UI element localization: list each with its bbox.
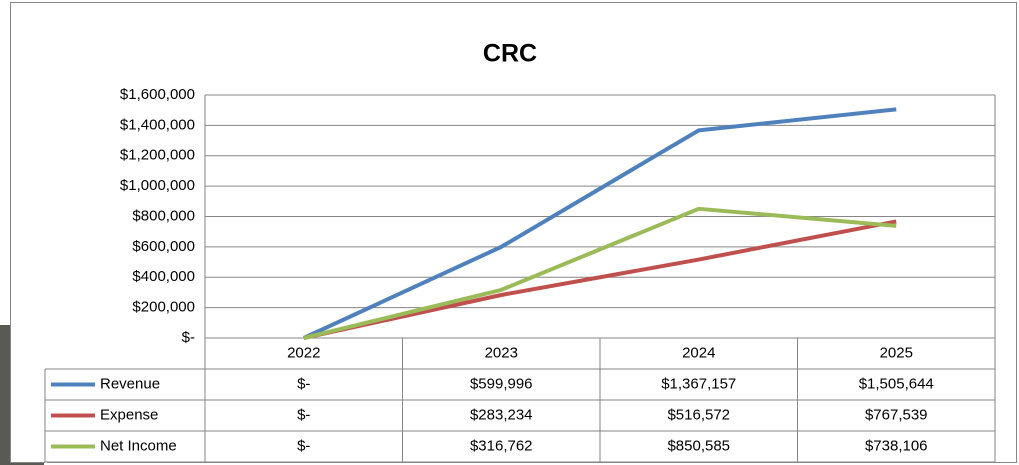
data-label: $738,106 xyxy=(865,437,928,454)
legend-label: Expense xyxy=(100,406,158,423)
x-tick-label: 2024 xyxy=(682,344,715,361)
chart: CRC $- $200,000 $400,000 $600,000 $800,000 $1… xyxy=(0,0,1019,465)
data-label: $283,234 xyxy=(470,406,533,423)
y-tick-label: $800,000 xyxy=(132,207,195,224)
data-label: $599,996 xyxy=(470,375,533,392)
data-label: $1,367,157 xyxy=(661,375,736,392)
data-label: $316,762 xyxy=(470,437,533,454)
data-label: $- xyxy=(297,375,310,392)
y-tick-label: $200,000 xyxy=(132,299,195,316)
y-tick-label: $1,600,000 xyxy=(120,86,195,103)
y-tick-label: $1,000,000 xyxy=(120,177,195,194)
data-label: $- xyxy=(297,406,310,423)
data-label: $1,505,644 xyxy=(859,375,934,392)
chart-frame xyxy=(11,3,1017,463)
data-label: $767,539 xyxy=(865,406,928,423)
chart-title: CRC xyxy=(483,40,537,68)
y-tick-label: $1,200,000 xyxy=(120,147,195,164)
x-tick-label: 2023 xyxy=(485,344,518,361)
data-label: $516,572 xyxy=(667,406,730,423)
x-tick-label: 2022 xyxy=(287,344,320,361)
legend-label: Net Income xyxy=(100,437,177,454)
data-label: $- xyxy=(297,437,310,454)
y-tick-label: $400,000 xyxy=(132,268,195,285)
y-tick-label: $600,000 xyxy=(132,238,195,255)
legend-label: Revenue xyxy=(100,375,160,392)
data-label: $850,585 xyxy=(667,437,730,454)
y-tick-label: $1,400,000 xyxy=(120,116,195,133)
x-tick-label: 2025 xyxy=(880,344,913,361)
y-tick-label: $- xyxy=(182,329,195,346)
